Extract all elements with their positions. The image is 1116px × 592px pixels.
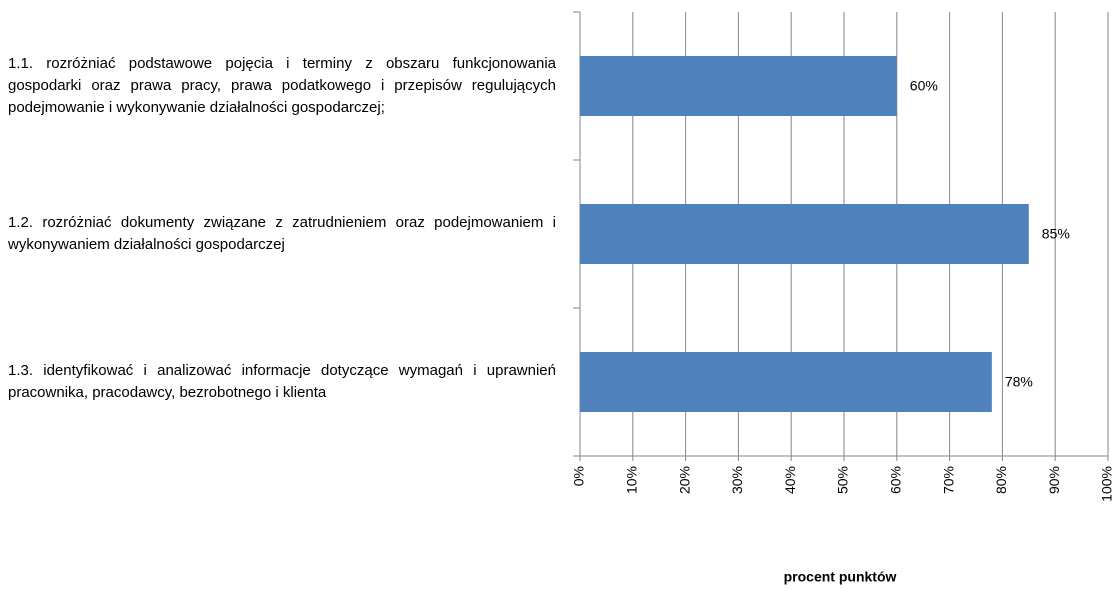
bar bbox=[580, 352, 992, 412]
x-axis-title: procent punktów bbox=[784, 569, 897, 585]
category-box: 1.2. rozróżniać dokumenty związane z zat… bbox=[8, 160, 556, 308]
x-tick-label: 100% bbox=[1099, 466, 1115, 502]
x-tick-label: 30% bbox=[729, 466, 745, 494]
x-tick-label: 20% bbox=[676, 466, 692, 494]
x-tick-label: 60% bbox=[888, 466, 904, 494]
x-tick-label: 40% bbox=[782, 466, 798, 494]
data-label: 60% bbox=[910, 78, 938, 94]
x-tick-label: 50% bbox=[835, 466, 851, 494]
data-label: 85% bbox=[1042, 226, 1070, 242]
bar bbox=[580, 56, 897, 116]
x-tick-label: 70% bbox=[940, 466, 956, 494]
data-label: 78% bbox=[1005, 374, 1033, 390]
x-tick-label: 0% bbox=[571, 466, 587, 486]
category-label: 1.2. rozróżniać dokumenty związane z zat… bbox=[8, 214, 556, 253]
x-tick-label: 10% bbox=[624, 466, 640, 494]
bar bbox=[580, 204, 1029, 264]
category-box: 1.1. rozróżniać podstawowe pojęcia i ter… bbox=[8, 12, 556, 160]
x-tick-label: 90% bbox=[1046, 466, 1062, 494]
category-label: 1.3. identyfikować i analizować informac… bbox=[8, 362, 556, 401]
category-box: 1.3. identyfikować i analizować informac… bbox=[8, 308, 556, 456]
category-label: 1.1. rozróżniać podstawowe pojęcia i ter… bbox=[8, 55, 556, 116]
x-tick-label: 80% bbox=[993, 466, 1009, 494]
